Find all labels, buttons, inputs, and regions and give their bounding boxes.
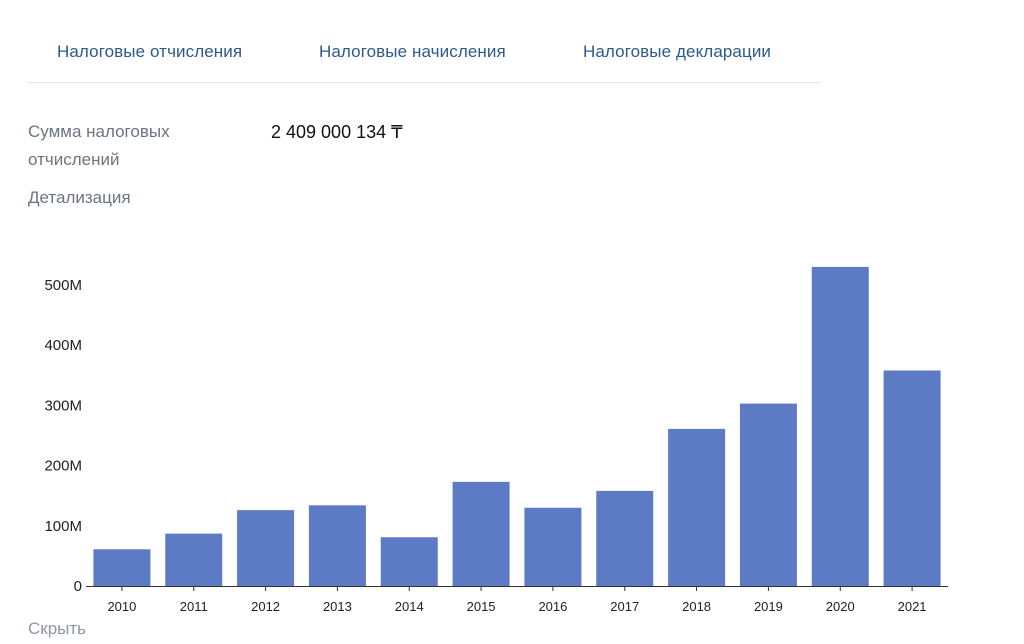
x-tick-label: 2010: [107, 599, 136, 614]
y-tick-label: 0: [74, 578, 82, 595]
y-tick-label: 100M: [44, 518, 82, 535]
bar-2018[interactable]: [668, 428, 726, 586]
x-tick-label: 2014: [395, 599, 424, 614]
summary-label-line1: Сумма налоговых: [28, 122, 170, 141]
x-tick-label: 2016: [538, 599, 567, 614]
y-tick-label: 200M: [44, 458, 82, 475]
bar-2019[interactable]: [739, 403, 797, 586]
y-tick-label: 400M: [44, 337, 82, 354]
bar-2012[interactable]: [237, 510, 295, 586]
bar-2013[interactable]: [308, 505, 366, 586]
tab-tax-declarations[interactable]: Налоговые декларации: [583, 42, 772, 61]
bar-2021[interactable]: [883, 370, 941, 586]
bar-2020[interactable]: [811, 266, 869, 586]
x-tick-label: 2018: [682, 599, 711, 614]
summary-value: 2 409 000 134 ₸: [271, 122, 403, 142]
details-label: Детализация: [28, 188, 131, 207]
x-tick-label: 2012: [251, 599, 280, 614]
summary-label-line2: отчислений: [28, 150, 120, 169]
bar-2010[interactable]: [93, 549, 151, 586]
tabs-bar: Налоговые отчисления Налоговые начислени…: [28, 0, 820, 83]
x-tick-label: 2017: [610, 599, 639, 614]
bar-2015[interactable]: [452, 481, 510, 586]
bar-2014[interactable]: [380, 537, 438, 586]
x-tick-label: 2019: [754, 599, 783, 614]
x-tick-label: 2015: [467, 599, 496, 614]
x-tick-label: 2013: [323, 599, 352, 614]
bar-2017[interactable]: [596, 490, 654, 586]
x-tick-label: 2020: [826, 599, 855, 614]
y-tick-label: 500M: [44, 277, 82, 294]
tab-tax-accruals[interactable]: Налоговые начисления: [319, 42, 506, 61]
y-tick-label: 300M: [44, 397, 82, 414]
bar-2011[interactable]: [165, 533, 223, 586]
summary-label: Сумма налоговых отчислений: [28, 118, 170, 174]
x-tick-label: 2021: [898, 599, 927, 614]
tab-tax-deductions[interactable]: Налоговые отчисления: [57, 42, 243, 61]
bar-2016[interactable]: [524, 507, 582, 586]
bar-chart: 0 100M 200M 300M 400M 500M 2010 2011 2012 2013 201…: [44, 266, 948, 614]
hide-link[interactable]: Скрыть: [28, 619, 87, 638]
x-tick-label: 2011: [180, 599, 208, 614]
